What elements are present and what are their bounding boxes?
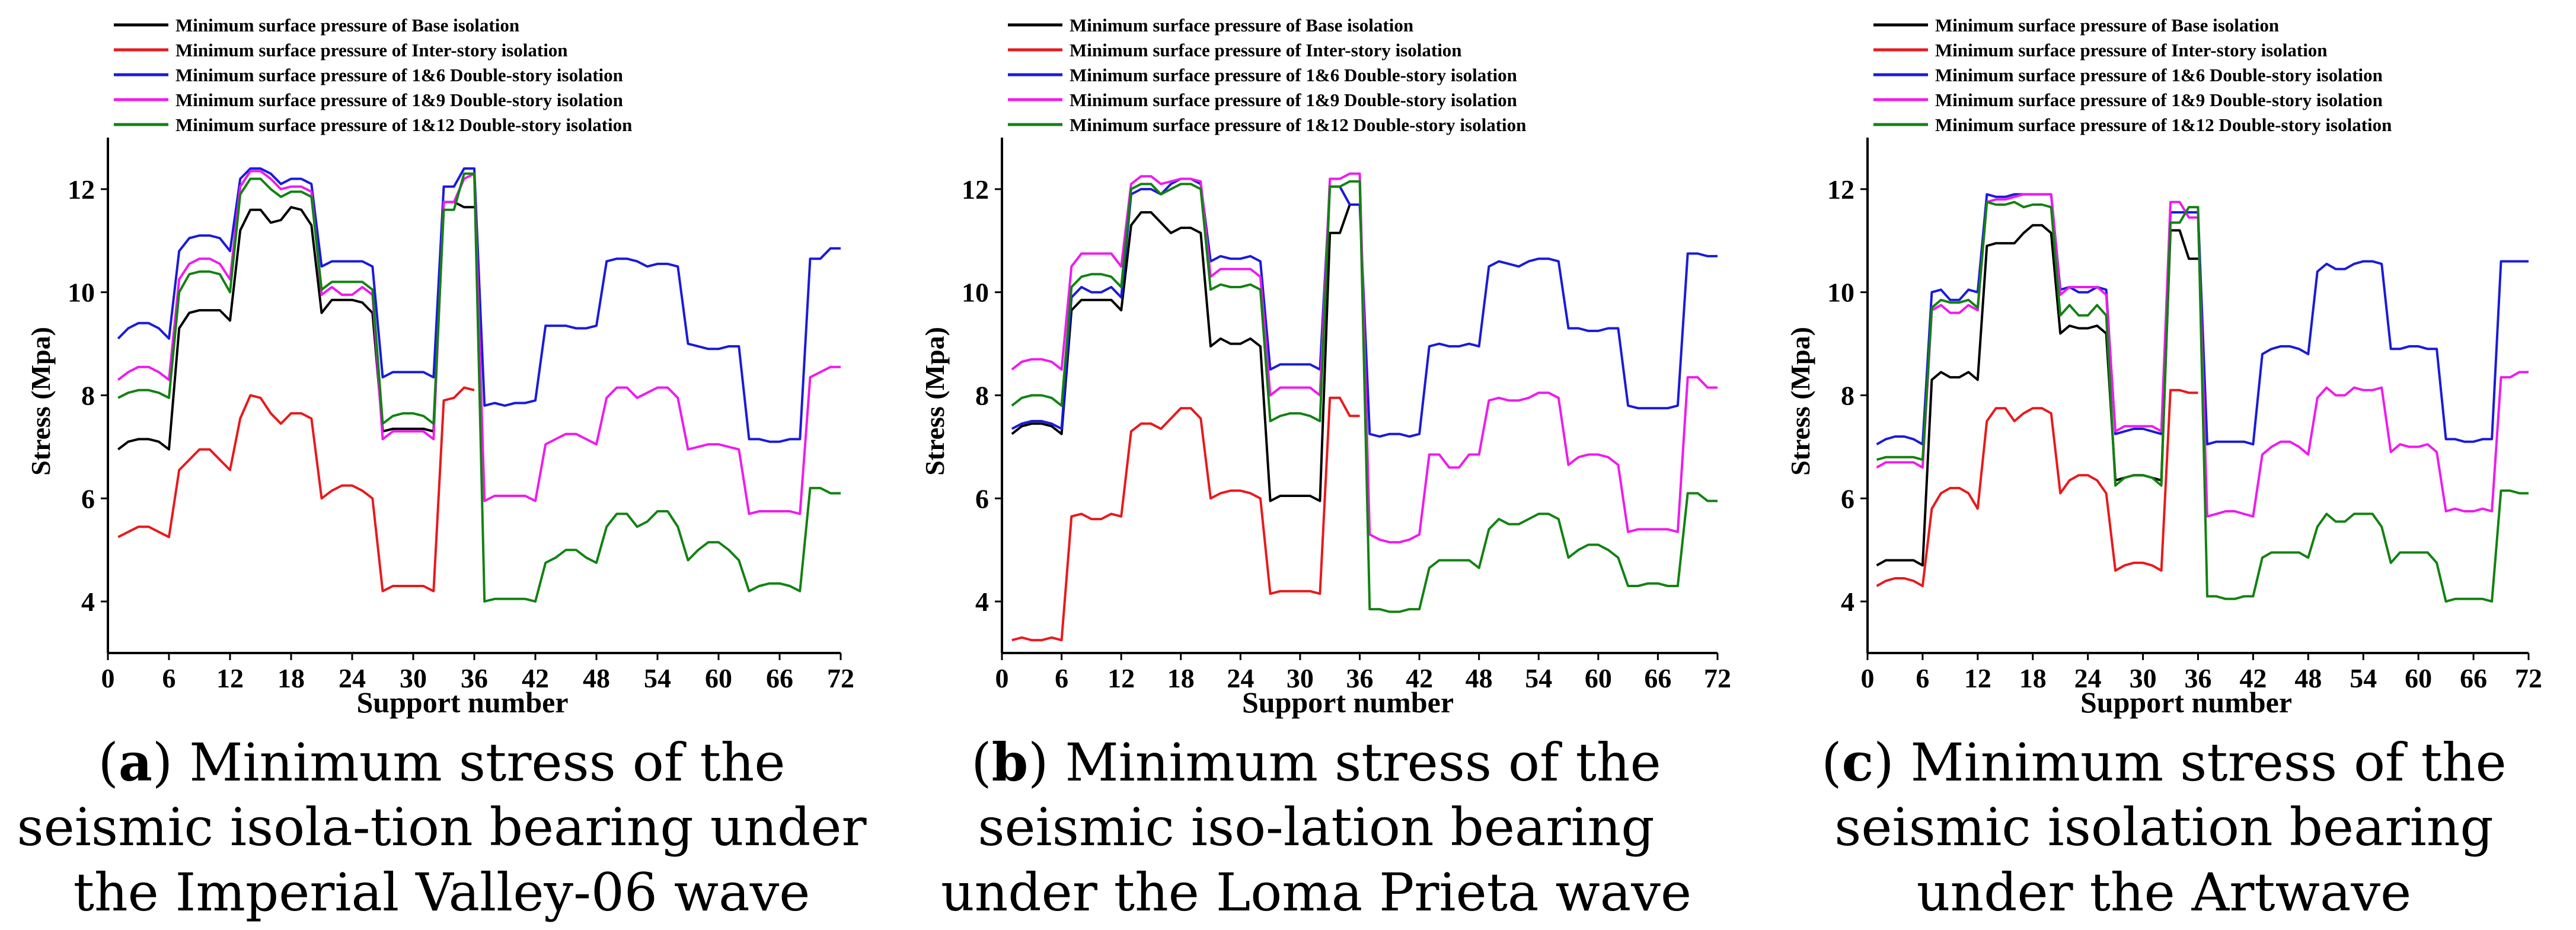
x-tick-label: 0 (995, 663, 1009, 693)
x-tick-label: 30 (400, 663, 427, 693)
legend-label: Minimum surface pressure of 1&9 Double-s… (1935, 90, 2383, 110)
x-tick-label: 48 (583, 663, 610, 693)
y-tick-label: 6 (1841, 483, 1854, 514)
legend-label: Minimum surface pressure of 1&6 Double-s… (1070, 65, 1517, 85)
x-tick-label: 6 (1055, 663, 1068, 693)
series-line (1876, 388, 2198, 587)
y-tick-label: 4 (1841, 587, 1854, 617)
x-tick-label: 18 (2019, 663, 2047, 693)
legend-label: Minimum surface pressure of 1&12 Double-… (1935, 114, 2392, 135)
series-line (1011, 180, 1718, 613)
x-tick-label: 12 (1107, 663, 1135, 693)
caption-letter: b (991, 731, 1029, 794)
legend-label: Minimum surface pressure of Base isolati… (1935, 15, 2279, 36)
caption-a: (a) Minimum stress of the seismic isola-… (17, 731, 867, 923)
series-line (1876, 200, 2529, 603)
x-tick-label: 6 (162, 663, 176, 693)
x-tick-label: 48 (2294, 663, 2322, 693)
x-tick-label: 60 (705, 663, 732, 693)
x-tick-label: 60 (2405, 663, 2432, 693)
y-tick-label: 4 (81, 587, 95, 617)
caption-b: (b) Minimum stress of the seismic iso-la… (940, 731, 1692, 923)
x-tick-label: 12 (216, 663, 244, 693)
x-tick-label: 0 (101, 663, 115, 693)
x-tick-label: 30 (1287, 663, 1314, 693)
legend-label: Minimum surface pressure of 1&12 Double-… (1070, 114, 1526, 135)
caption-letter: a (118, 731, 152, 794)
y-tick-label: 10 (1827, 278, 1854, 308)
y-tick-label: 6 (81, 483, 95, 514)
legend-label: Minimum surface pressure of Inter-story … (1070, 40, 1462, 60)
y-tick-label: 4 (975, 587, 989, 617)
chart-panel-a: 0 6 12 18 24 30 36 42 48 54 60 66 72 4 6 8 10 12 Support n… (25, 15, 854, 719)
y-tick-label: 10 (68, 278, 95, 308)
x-tick-label: 18 (1167, 663, 1195, 693)
y-tick-label: 12 (1827, 174, 1854, 205)
x-tick-label: 24 (339, 663, 366, 693)
caption-text: ) Minimum stress of the seismic isolatio… (1834, 732, 2507, 923)
series-line (117, 200, 474, 451)
x-tick-label: 30 (2130, 663, 2157, 693)
x-axis-label: Support number (2080, 686, 2292, 719)
x-tick-label: 36 (2185, 663, 2212, 693)
y-tick-label: 8 (975, 381, 989, 411)
series-line (1011, 396, 1360, 642)
x-axis-label: Support number (1242, 686, 1454, 719)
x-tick-label: 36 (461, 663, 488, 693)
x-tick-label: 66 (766, 663, 793, 693)
x-tick-label: 72 (2515, 663, 2542, 693)
x-tick-label: 18 (277, 663, 305, 693)
y-tick-label: 12 (68, 174, 95, 205)
caption-c: (c) Minimum stress of the seismic isolat… (1821, 731, 2507, 923)
y-axis-label: Stress (Mpa) (1785, 327, 1815, 476)
x-tick-label: 6 (1916, 663, 1929, 693)
legend-label: Minimum surface pressure of 1&6 Double-s… (1935, 65, 2383, 85)
y-tick-label: 8 (81, 381, 95, 411)
x-tick-label: 36 (1346, 663, 1374, 693)
caption-text: ) Minimum stress of the seismic iso-lati… (940, 732, 1692, 923)
legend-label: Minimum surface pressure of Inter-story … (1935, 40, 2328, 60)
x-tick-label: 66 (1644, 663, 1671, 693)
x-tick-label: 42 (2239, 663, 2267, 693)
x-axis-label: Support number (356, 686, 568, 719)
x-tick-label: 54 (2350, 663, 2377, 693)
x-tick-label: 24 (1227, 663, 1254, 693)
chart-panel-c: 0 6 12 18 24 30 36 42 48 54 60 66 72 4 6 8 10 12 Support n… (1785, 15, 2542, 719)
series-line (117, 167, 841, 443)
legend-label: Minimum surface pressure of 1&9 Double-s… (175, 90, 623, 110)
x-tick-label: 66 (2460, 663, 2487, 693)
x-tick-label: 42 (1406, 663, 1433, 693)
legend-label: Minimum surface pressure of 1&6 Double-s… (175, 65, 623, 85)
y-tick-label: 8 (1841, 381, 1854, 411)
y-tick-label: 10 (962, 278, 989, 308)
y-tick-label: 6 (975, 483, 989, 514)
x-tick-label: 0 (1861, 663, 1875, 693)
x-tick-label: 72 (827, 663, 854, 693)
y-tick-label: 12 (962, 174, 989, 205)
chart-panel-b: 0 6 12 18 24 30 36 42 48 54 60 66 72 4 6 8 10 12 Support n… (920, 15, 1731, 719)
x-tick-label: 42 (522, 663, 549, 693)
x-tick-label: 60 (1585, 663, 1612, 693)
y-axis-label: Stress (Mpa) (25, 327, 56, 476)
x-tick-label: 24 (2074, 663, 2102, 693)
legend-label: Minimum surface pressure of Base isolati… (1070, 15, 1413, 36)
x-tick-label: 72 (1704, 663, 1731, 693)
x-tick-label: 54 (1525, 663, 1552, 693)
x-tick-label: 54 (644, 663, 671, 693)
y-axis-label: Stress (Mpa) (920, 327, 950, 476)
x-tick-label: 48 (1466, 663, 1493, 693)
series-line (117, 386, 475, 593)
caption-letter: c (1841, 731, 1874, 794)
legend-label: Minimum surface pressure of 1&12 Double-… (175, 114, 632, 135)
legend-label: Minimum surface pressure of 1&9 Double-s… (1070, 90, 1517, 110)
series-line (117, 172, 841, 603)
legend-label: Minimum surface pressure of Inter-story … (175, 40, 568, 60)
caption-text: ) Minimum stress of the seismic isola-ti… (17, 732, 867, 923)
legend-label: Minimum surface pressure of Base isolati… (175, 15, 519, 36)
x-tick-label: 12 (1964, 663, 1991, 693)
